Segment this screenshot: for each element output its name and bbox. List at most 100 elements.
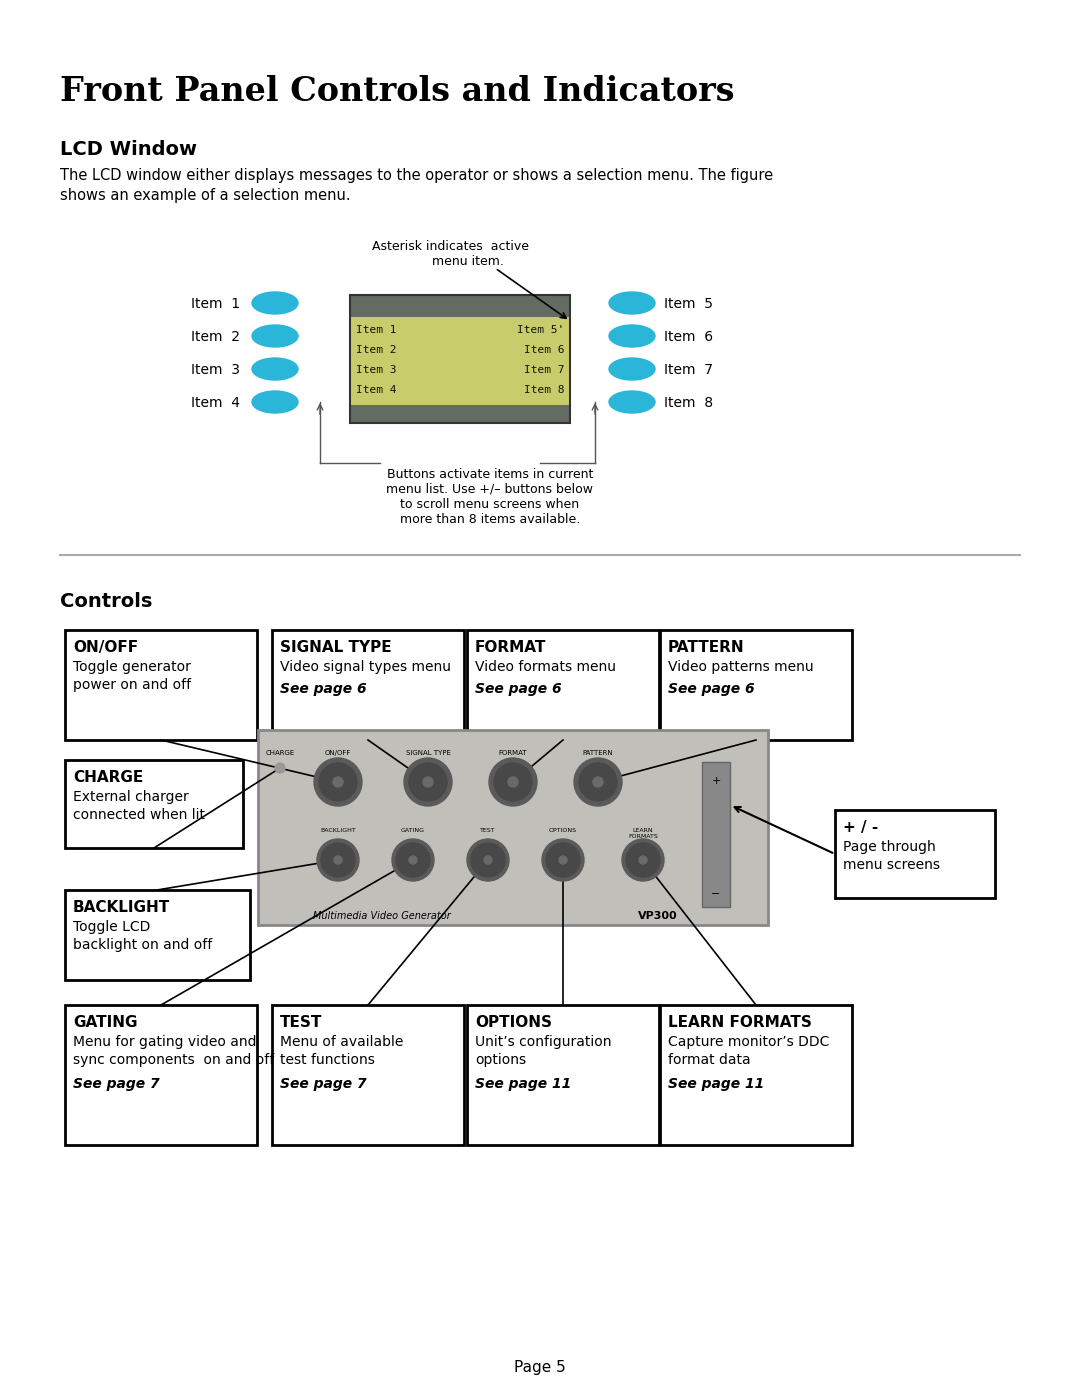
- Circle shape: [318, 840, 359, 882]
- Circle shape: [319, 763, 357, 800]
- Text: GATING: GATING: [73, 1016, 137, 1030]
- Text: External charger: External charger: [73, 789, 189, 805]
- Circle shape: [333, 777, 343, 787]
- Ellipse shape: [609, 326, 654, 346]
- Bar: [272, 1004, 464, 1146]
- Text: Multimedia Video Generator: Multimedia Video Generator: [313, 911, 450, 921]
- Circle shape: [275, 763, 285, 773]
- Text: ON/OFF: ON/OFF: [325, 750, 351, 756]
- Text: test functions: test functions: [280, 1053, 375, 1067]
- Text: Item 4: Item 4: [356, 386, 396, 395]
- Text: Unit’s configuration: Unit’s configuration: [475, 1035, 611, 1049]
- Text: FORMAT: FORMAT: [499, 750, 527, 756]
- Text: Buttons activate items in current
menu list. Use +/– buttons below
to scroll men: Buttons activate items in current menu l…: [387, 468, 594, 527]
- Ellipse shape: [252, 292, 298, 314]
- Text: TEST: TEST: [280, 1016, 322, 1030]
- Circle shape: [392, 840, 434, 882]
- Bar: [65, 890, 249, 981]
- Text: Item  5: Item 5: [664, 298, 713, 312]
- Text: See page 6: See page 6: [475, 682, 562, 696]
- Bar: [660, 630, 852, 740]
- Bar: [258, 731, 768, 925]
- Bar: [65, 630, 257, 740]
- Circle shape: [542, 840, 584, 882]
- Circle shape: [626, 842, 660, 877]
- Text: Controls: Controls: [60, 592, 152, 610]
- Bar: [467, 1004, 659, 1146]
- Text: Menu of available: Menu of available: [280, 1035, 403, 1049]
- Text: FORMAT: FORMAT: [475, 640, 546, 655]
- Text: Item 5': Item 5': [516, 326, 564, 335]
- Bar: [350, 295, 570, 317]
- Circle shape: [546, 842, 580, 877]
- Circle shape: [484, 856, 492, 863]
- Text: connected when lit: connected when lit: [73, 807, 205, 821]
- Circle shape: [409, 856, 417, 863]
- Circle shape: [622, 840, 664, 882]
- Text: The LCD window either displays messages to the operator or shows a selection men: The LCD window either displays messages …: [60, 168, 773, 183]
- Bar: [350, 405, 570, 423]
- Text: Video formats menu: Video formats menu: [475, 659, 616, 673]
- Text: Item  7: Item 7: [664, 363, 713, 377]
- Text: Item 8: Item 8: [524, 386, 564, 395]
- Bar: [350, 295, 570, 423]
- Text: PATTERN: PATTERN: [669, 640, 744, 655]
- Circle shape: [334, 856, 342, 863]
- Bar: [835, 810, 995, 898]
- Text: Page 5: Page 5: [514, 1361, 566, 1375]
- Text: Item 7: Item 7: [524, 365, 564, 374]
- Circle shape: [321, 842, 355, 877]
- Text: CHARGE: CHARGE: [266, 750, 295, 756]
- Circle shape: [508, 777, 518, 787]
- Text: CHARGE: CHARGE: [73, 770, 144, 785]
- Circle shape: [423, 777, 433, 787]
- Text: See page 6: See page 6: [280, 682, 366, 696]
- Ellipse shape: [609, 292, 654, 314]
- Text: Item 6: Item 6: [524, 345, 564, 355]
- Circle shape: [489, 759, 537, 806]
- Ellipse shape: [252, 391, 298, 414]
- Text: BACKLIGHT: BACKLIGHT: [73, 900, 171, 915]
- Text: Item  2: Item 2: [191, 330, 240, 344]
- Text: TEST: TEST: [481, 828, 496, 833]
- Text: backlight on and off: backlight on and off: [73, 937, 213, 951]
- Bar: [660, 1004, 852, 1146]
- Text: Menu for gating video and: Menu for gating video and: [73, 1035, 257, 1049]
- Text: PATTERN: PATTERN: [583, 750, 613, 756]
- Text: See page 11: See page 11: [669, 1077, 765, 1091]
- Text: sync components  on and off: sync components on and off: [73, 1053, 274, 1067]
- Text: GATING: GATING: [401, 828, 426, 833]
- Bar: [467, 630, 659, 740]
- Circle shape: [494, 763, 532, 800]
- Text: OPTIONS: OPTIONS: [549, 828, 577, 833]
- Text: Item  3: Item 3: [191, 363, 240, 377]
- Text: Item 3: Item 3: [356, 365, 396, 374]
- Text: See page 6: See page 6: [669, 682, 755, 696]
- Circle shape: [396, 842, 430, 877]
- Text: See page 7: See page 7: [280, 1077, 366, 1091]
- Text: See page 11: See page 11: [475, 1077, 571, 1091]
- Text: LEARN FORMATS: LEARN FORMATS: [669, 1016, 812, 1030]
- Text: Item  8: Item 8: [664, 395, 713, 409]
- Text: Video patterns menu: Video patterns menu: [669, 659, 813, 673]
- Circle shape: [579, 763, 617, 800]
- Text: Item  4: Item 4: [191, 395, 240, 409]
- Text: LCD Window: LCD Window: [60, 140, 197, 159]
- Text: Page through: Page through: [843, 840, 935, 854]
- Text: +: +: [712, 775, 720, 787]
- Text: Capture monitor’s DDC: Capture monitor’s DDC: [669, 1035, 829, 1049]
- Circle shape: [573, 759, 622, 806]
- Circle shape: [467, 840, 509, 882]
- Text: VP300: VP300: [638, 911, 677, 921]
- Text: power on and off: power on and off: [73, 678, 191, 692]
- Text: See page 7: See page 7: [73, 1077, 160, 1091]
- Text: Item 2: Item 2: [356, 345, 396, 355]
- Text: BACKLIGHT: BACKLIGHT: [320, 828, 356, 833]
- Text: Asterisk indicates  active
         menu item.: Asterisk indicates active menu item.: [372, 240, 528, 268]
- Circle shape: [314, 759, 362, 806]
- Text: Item  1: Item 1: [191, 298, 240, 312]
- Circle shape: [593, 777, 603, 787]
- Text: Toggle generator: Toggle generator: [73, 659, 191, 673]
- Circle shape: [639, 856, 647, 863]
- Circle shape: [404, 759, 453, 806]
